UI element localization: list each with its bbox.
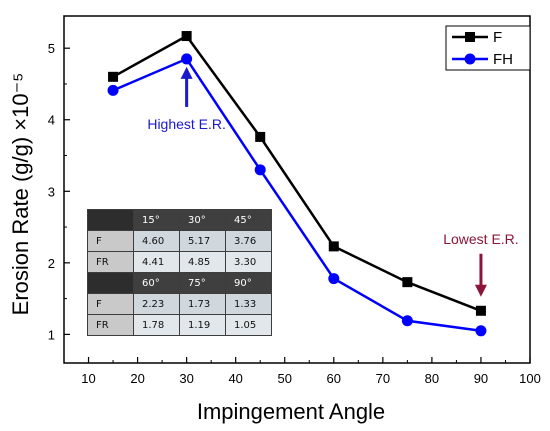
table-corner-cell <box>87 209 134 231</box>
annotation-lowest-label: Lowest E.R. <box>443 231 518 247</box>
legend: F FH <box>445 25 531 71</box>
x-tick-label: 90 <box>474 371 488 386</box>
table-cell: 1.33 <box>225 293 272 315</box>
table-header-cell: 60° <box>133 272 180 294</box>
series-fh <box>107 53 487 337</box>
x-tick-label: 100 <box>519 371 541 386</box>
table-cell: 1.19 <box>179 314 226 336</box>
x-axis-label: Impingement Angle <box>197 399 385 424</box>
table-row-label: FR <box>87 251 134 273</box>
data-point-f <box>475 305 486 316</box>
y-tick-label: 2 <box>48 256 55 271</box>
table-header-row: 60° 75° 90° <box>87 272 272 294</box>
legend-box <box>445 25 531 71</box>
table-cell: 4.41 <box>133 251 180 273</box>
table-header-cell: 30° <box>179 209 226 231</box>
data-point-fh <box>401 315 413 327</box>
x-tick-label: 80 <box>425 371 439 386</box>
table-cell: 3.76 <box>225 230 272 252</box>
arrow-highest-head <box>180 66 193 79</box>
y-tick-label: 3 <box>48 184 55 199</box>
table-row: F 4.60 5.17 3.76 <box>87 230 272 252</box>
y-tick-label: 4 <box>48 113 55 128</box>
y-axis-label: Erosion Rate (g/g) ×10⁻⁵ <box>8 73 33 316</box>
x-tick-label: 30 <box>179 371 193 386</box>
series-layer <box>107 31 487 337</box>
x-tick-label: 70 <box>376 371 390 386</box>
data-point-f <box>402 277 413 288</box>
annotation-highest-label: Highest E.R. <box>147 116 226 132</box>
table-header-cell: 90° <box>225 272 272 294</box>
data-point-fh <box>328 273 340 285</box>
legend-label-fh: FH <box>493 51 513 68</box>
table-header-cell: 45° <box>225 209 272 231</box>
table-row-label: FR <box>87 314 134 336</box>
data-point-f <box>108 71 119 82</box>
data-point-f <box>255 131 266 142</box>
annotation-layer: Highest E.R. Lowest E.R. <box>147 66 519 297</box>
table-cell: 5.17 <box>179 230 226 252</box>
table-cell: 1.05 <box>225 314 272 336</box>
table-corner-cell <box>87 272 134 294</box>
table-header-cell: 15° <box>133 209 180 231</box>
y-tick-label: 1 <box>48 327 55 342</box>
table-row: F 2.23 1.73 1.33 <box>87 293 272 315</box>
x-tick-label: 10 <box>81 371 95 386</box>
legend-marker-fh <box>464 53 476 65</box>
table-cell: 4.60 <box>133 230 180 252</box>
table-header-row: 15° 30° 45° <box>87 209 272 231</box>
data-point-fh <box>254 164 266 176</box>
legend-label-f: F <box>493 29 502 46</box>
plot-axes: 10 20 30 40 50 60 70 80 90 100 1 2 3 4 5 <box>48 15 541 386</box>
data-point-fh <box>107 84 119 96</box>
table-cell: 1.73 <box>179 293 226 315</box>
table-cell: 1.78 <box>133 314 180 336</box>
series-f <box>108 31 486 316</box>
table-header-cell: 75° <box>179 272 226 294</box>
data-point-f <box>328 241 339 252</box>
data-point-fh <box>181 53 193 65</box>
x-tick-label: 50 <box>278 371 292 386</box>
arrow-lowest-head <box>474 284 487 297</box>
x-tick-label: 60 <box>327 371 341 386</box>
table-row-label: F <box>87 293 134 315</box>
series-line-fh <box>112 57 482 333</box>
legend-marker-f <box>465 32 475 42</box>
table-row: FR 1.78 1.19 1.05 <box>87 314 272 336</box>
plot-frame <box>63 15 531 364</box>
table-cell: 2.23 <box>133 293 180 315</box>
table-row: FR 4.41 4.85 3.30 <box>87 251 272 273</box>
series-line-f <box>112 34 482 312</box>
data-point-f <box>181 31 192 42</box>
y-tick-label: 5 <box>48 41 55 56</box>
values-table: 15° 30° 45° F 4.60 5.17 3.76 FR 4.41 4.8… <box>87 209 272 336</box>
x-tick-label: 40 <box>228 371 242 386</box>
x-tick-label: 20 <box>130 371 144 386</box>
table-cell: 4.85 <box>179 251 226 273</box>
table-cell: 3.30 <box>225 251 272 273</box>
data-point-fh <box>475 325 487 337</box>
table-row-label: F <box>87 230 134 252</box>
